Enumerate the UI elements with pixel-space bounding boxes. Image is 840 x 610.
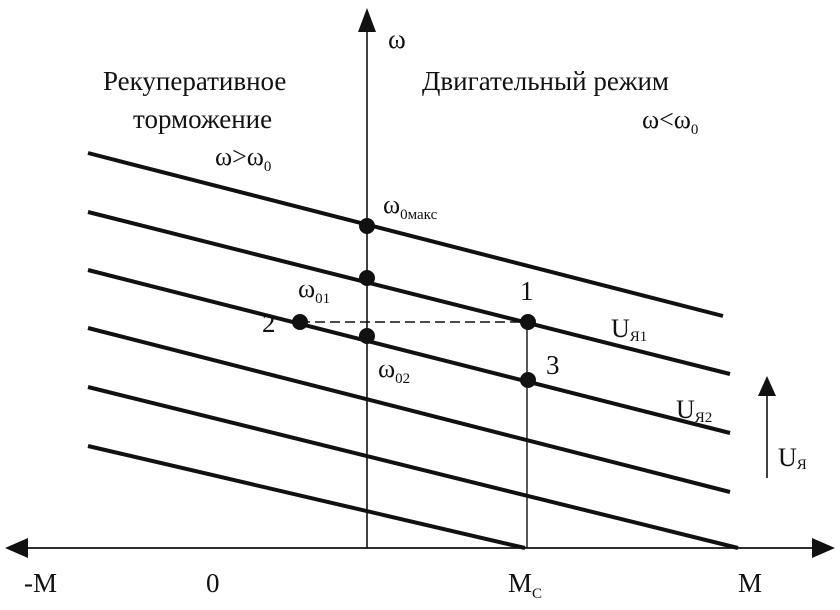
y-axis-arrow-icon — [358, 8, 376, 32]
x-axis-mc-label: MC — [508, 568, 542, 602]
x-axis-left-arrow-icon — [5, 538, 28, 558]
x-axis-pos-label: M — [738, 568, 762, 598]
ua-arrow-label: UЯ — [778, 443, 807, 473]
left-region-title-line1: Рекуперативное — [103, 66, 286, 96]
point-3 — [520, 372, 536, 388]
point-w01 — [359, 270, 375, 286]
ua-arrow-icon — [758, 376, 776, 396]
characteristic-line-max — [87, 151, 724, 318]
w01-label: ω01 — [298, 274, 330, 307]
characteristic-line-4 — [87, 326, 731, 494]
right-region-condition: ω<ω0 — [642, 105, 698, 138]
x-axis-zero-label: 0 — [206, 568, 220, 598]
point-3-label: 3 — [546, 350, 560, 380]
point-w02 — [359, 328, 375, 344]
point-1-label: 1 — [520, 276, 534, 306]
characteristic-lines — [87, 151, 739, 550]
ua2-label: UЯ2 — [676, 395, 712, 426]
points — [292, 218, 536, 388]
left-region-title-line2: торможение — [133, 104, 272, 134]
point-2 — [292, 314, 308, 330]
x-axis-right-arrow-icon — [812, 538, 835, 558]
point-w0max — [359, 218, 375, 234]
point-1 — [520, 314, 536, 330]
characteristic-line-5 — [87, 385, 739, 550]
characteristic-line-ua1 — [87, 210, 731, 376]
w0max-label: ω0макс — [383, 190, 438, 223]
ua1-label: UЯ1 — [611, 314, 647, 345]
x-axis-neg-label: -M — [24, 568, 57, 598]
characteristic-line-6 — [87, 444, 526, 550]
characteristic-line-ua2 — [87, 268, 731, 435]
w02-label: ω02 — [378, 354, 410, 387]
y-axis-label: ω — [388, 24, 406, 54]
point-2-label: 2 — [262, 308, 276, 338]
left-region-condition: ω>ω0 — [215, 142, 271, 175]
right-region-title: Двигательный режим — [422, 66, 669, 96]
